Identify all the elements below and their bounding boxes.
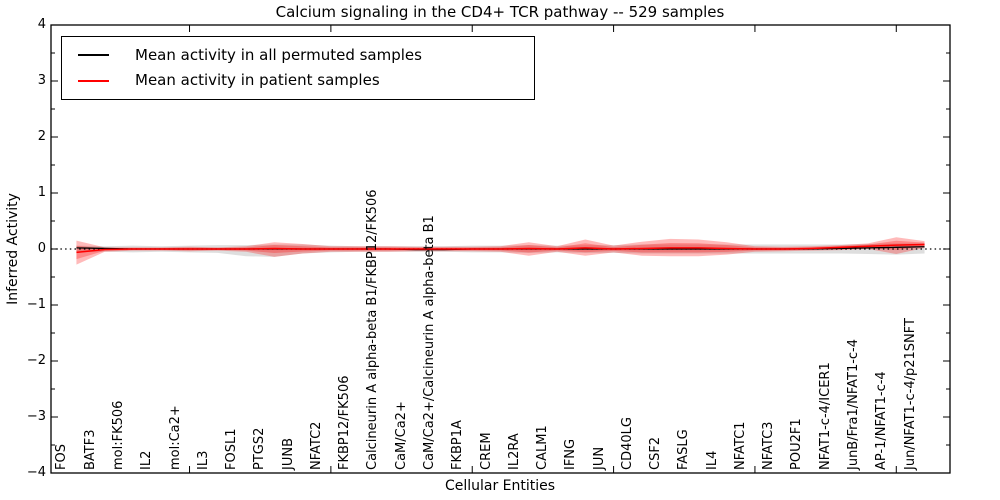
- x-tick-label: mol:FK506: [110, 400, 126, 470]
- chart-title: Calcium signaling in the CD4+ TCR pathwa…: [275, 3, 725, 21]
- x-tick-label: FASLG: [676, 429, 692, 470]
- y-tick-label: −2: [26, 353, 46, 368]
- x-tick-label: CALM1: [535, 425, 551, 470]
- permuted-confidence-band: [76, 243, 925, 257]
- x-tick-label: FOS: [54, 444, 70, 470]
- x-tick-label: IL2RA: [506, 433, 522, 470]
- x-axis-label: Cellular Entities: [444, 478, 556, 494]
- x-tick-label: CaM/Ca2+: [393, 401, 409, 470]
- patient-line-swatch: [78, 79, 109, 82]
- x-tick-label: FKBP12/FK506: [337, 375, 353, 471]
- x-tick-label: JunB/Fra1/NFAT1-c-4: [846, 338, 862, 470]
- x-tick-label: IL2: [139, 450, 155, 470]
- x-tick-label: POU2F1: [789, 418, 805, 470]
- x-tick-label: NFATC3: [761, 421, 777, 470]
- patient-confidence-band-inner: [76, 240, 925, 260]
- y-tick-label: 3: [37, 73, 46, 88]
- x-tick-label: mol:Ca2+: [167, 405, 183, 470]
- x-tick-label: Calcineurin A alpha-beta B1/FKBP12/FK506: [365, 189, 381, 470]
- x-tick-label: NFAT1-c-4/ICER1: [817, 362, 833, 470]
- legend: Mean activity in all permuted samples Me…: [61, 36, 535, 100]
- legend-entry-patient: Mean activity in patient samples: [72, 71, 524, 90]
- y-tick-label: 2: [37, 129, 46, 144]
- x-tick-label: AP-1/NFAT1-c-4: [874, 371, 890, 470]
- x-tick-label: FOSL1: [224, 428, 240, 470]
- x-tick-label: FKBP1A: [450, 420, 466, 470]
- legend-label-permuted: Mean activity in all permuted samples: [135, 45, 422, 64]
- x-tick-label: Jun/NFAT1-c-4/p21SNFT: [902, 318, 918, 470]
- y-tick-label: −1: [26, 297, 46, 312]
- x-tick-label: PTGS2: [252, 427, 268, 470]
- y-tick-label: 4: [37, 17, 46, 32]
- y-tick-label: −3: [26, 409, 46, 424]
- x-tick-label: CaM/Ca2+/Calcineurin A alpha-beta B1: [421, 215, 437, 470]
- x-tick-label: CD40LG: [619, 417, 635, 470]
- x-tick-label: JUNB: [280, 438, 296, 470]
- x-tick-label: CREM: [478, 432, 494, 470]
- x-tick-label: IFNG: [563, 438, 579, 470]
- x-tick-label: CSF2: [648, 436, 664, 470]
- x-tick-label: IL3: [195, 450, 211, 470]
- permuted-line-swatch: [78, 54, 109, 57]
- y-tick-label: 1: [37, 185, 46, 200]
- x-tick-label: NFATC2: [308, 421, 324, 470]
- patient-confidence-band-outer: [76, 237, 925, 265]
- y-tick-label: −4: [26, 465, 46, 480]
- legend-entry-permuted: Mean activity in all permuted samples: [72, 46, 524, 65]
- legend-label-patient: Mean activity in patient samples: [135, 71, 380, 90]
- y-tick-label: 0: [37, 241, 46, 256]
- x-tick-label: BATF3: [82, 429, 98, 471]
- x-tick-label: JUN: [591, 446, 607, 470]
- x-tick-label: IL4: [704, 450, 720, 470]
- x-tick-label: NFATC1: [732, 421, 748, 470]
- patient-mean-line: [76, 243, 925, 254]
